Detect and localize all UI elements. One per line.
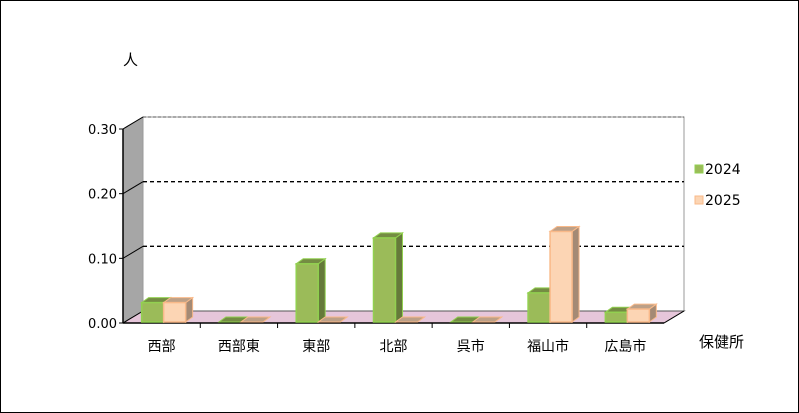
x-tick-label: 西部 bbox=[148, 339, 176, 355]
bar-2025 bbox=[626, 308, 651, 323]
bar-side-2024 bbox=[395, 231, 403, 323]
legend-label: 2025 bbox=[705, 193, 741, 209]
x-tick-label: 広島市 bbox=[604, 338, 646, 355]
back-wall bbox=[142, 116, 685, 312]
x-axis-title: 保健所 bbox=[699, 333, 744, 351]
gridline-side bbox=[122, 181, 144, 195]
bar-top-2025 bbox=[471, 316, 504, 323]
bar-top-2025 bbox=[316, 316, 349, 323]
x-tick-label: 北部 bbox=[380, 339, 408, 355]
gridline-side bbox=[122, 245, 144, 259]
y-tick-label: 0.30 bbox=[88, 123, 117, 138]
bar-top-2025 bbox=[393, 316, 427, 323]
bar-side-2025 bbox=[571, 225, 580, 323]
bar-2024 bbox=[604, 311, 629, 323]
gridline-side bbox=[122, 116, 144, 130]
x-tick-label: 福山市 bbox=[527, 338, 569, 355]
bar-2024 bbox=[295, 263, 319, 323]
floor-edge bbox=[663, 310, 685, 324]
x-tick-label: 東部 bbox=[302, 339, 330, 355]
bar-2024 bbox=[372, 237, 397, 323]
gridline-side bbox=[122, 310, 144, 324]
legend-swatch-2024 bbox=[694, 164, 704, 174]
legend-label: 2024 bbox=[705, 162, 741, 178]
bar-top-2025 bbox=[239, 316, 272, 323]
y-tick-label: 0.00 bbox=[88, 317, 117, 332]
x-tick-label: 西部東 bbox=[218, 339, 260, 355]
bar-2024 bbox=[140, 301, 165, 323]
bar-side-2024 bbox=[317, 257, 326, 323]
x-tick-label: 呉市 bbox=[457, 338, 485, 355]
bar-2024 bbox=[527, 292, 551, 323]
y-axis-title: 人 bbox=[123, 51, 138, 69]
y-tick-label: 0.20 bbox=[88, 188, 117, 203]
bar-2025 bbox=[549, 230, 573, 323]
bar-2025 bbox=[162, 301, 187, 323]
legend-swatch-2025 bbox=[694, 195, 704, 205]
y-tick-label: 0.10 bbox=[88, 252, 117, 267]
left-wall bbox=[122, 116, 144, 324]
